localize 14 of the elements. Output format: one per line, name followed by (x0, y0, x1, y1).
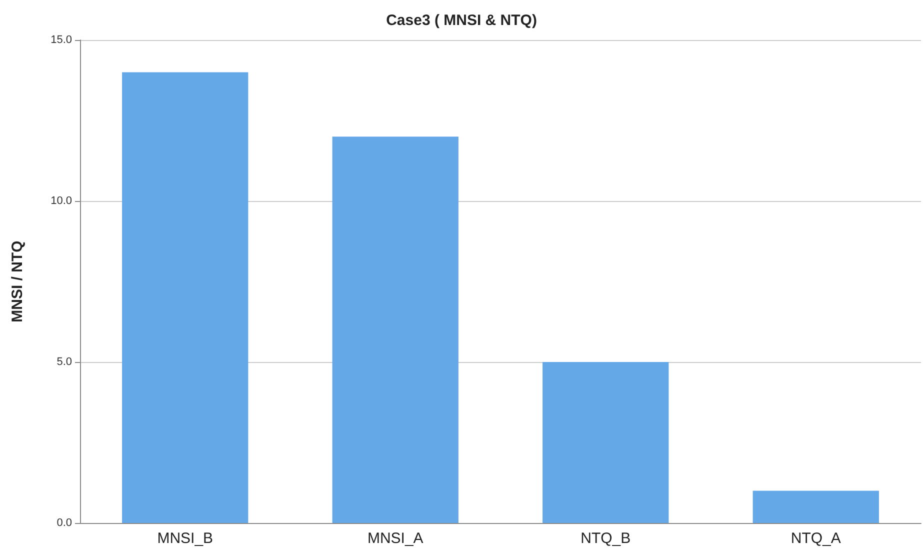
bar (332, 136, 458, 523)
bar (122, 72, 248, 523)
y-tick-label: 15.0 (50, 34, 72, 46)
bar (752, 490, 879, 523)
y-tick-label: 0.0 (56, 517, 72, 529)
y-tick-label: 10.0 (50, 195, 72, 207)
x-tick-label: NTQ_B (580, 530, 631, 547)
chart-title: Case3 ( MNSI & NTQ) (386, 12, 537, 29)
x-tick-label: MNSI_B (157, 530, 214, 547)
y-tick-label: 5.0 (56, 356, 72, 368)
y-axis-title: MNSI / NTQ (9, 240, 26, 322)
x-tick-label: MNSI_A (367, 530, 424, 547)
bar (542, 362, 669, 523)
x-tick-label: NTQ_A (790, 530, 841, 547)
